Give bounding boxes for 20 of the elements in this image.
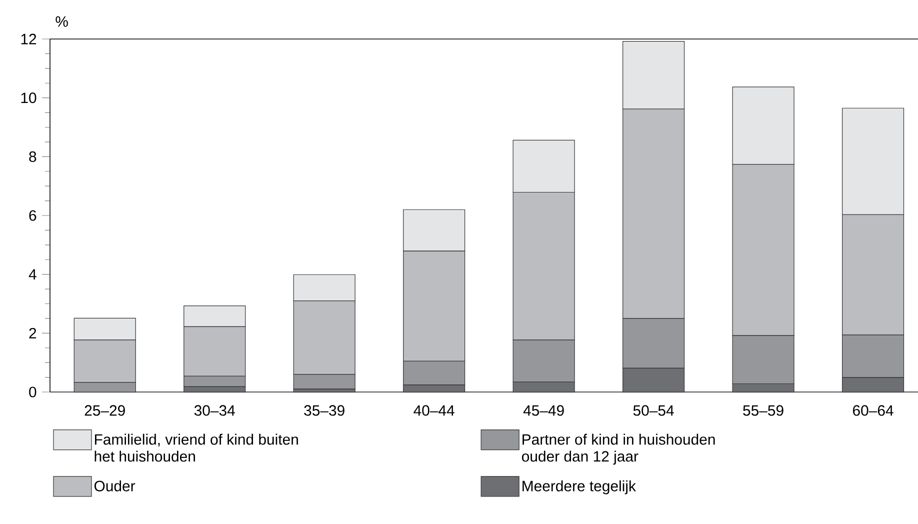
legend-label: Familielid, vriend of kind buiten het huishouden: [94, 434, 298, 462]
y-axis-title: %: [56, 16, 68, 27]
x-tick-label: 25–29: [84, 405, 125, 416]
y-tick-label: 6: [29, 210, 36, 221]
x-tick-label: 30–34: [194, 405, 235, 416]
x-tick-label: 45–49: [523, 405, 564, 416]
y-tick-label: 8: [29, 151, 36, 162]
x-tick-label: 40–44: [414, 405, 454, 416]
x-tick-label: 35–39: [304, 405, 344, 416]
x-tick-label: 60–64: [853, 405, 894, 416]
legend-label: Ouder: [94, 480, 136, 492]
legend-label: Meerdere tegelijk: [522, 480, 636, 494]
y-tick-label: 10: [21, 92, 36, 104]
y-tick-label: 12: [21, 34, 36, 44]
y-tick-label: 2: [29, 328, 36, 338]
y-tick-label: 4: [28, 269, 36, 280]
x-tick-label: 50–54: [633, 405, 674, 416]
x-tick-label: 55–59: [743, 405, 784, 416]
y-tick-label: 0: [29, 386, 36, 398]
legend-label: Partner of kind in huishouden ouder dan 12 jaar: [522, 434, 715, 465]
